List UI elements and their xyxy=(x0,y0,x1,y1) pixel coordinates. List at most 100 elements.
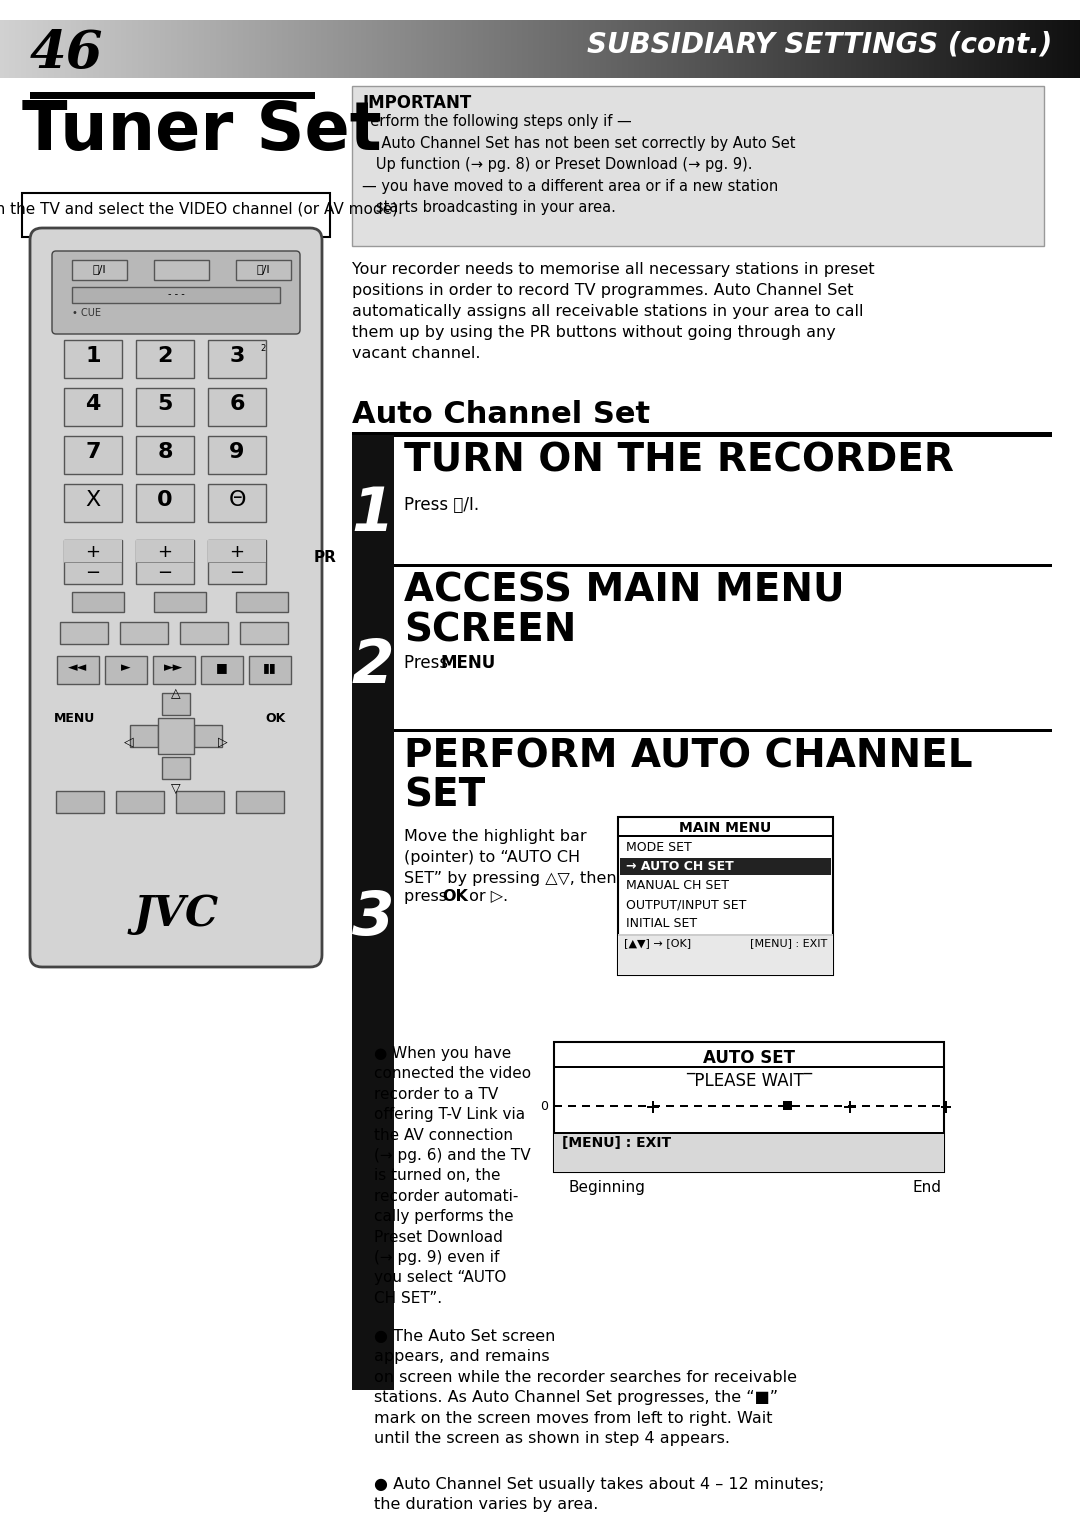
Bar xyxy=(249,656,291,684)
Text: press: press xyxy=(404,890,453,903)
Text: 0: 0 xyxy=(540,1100,548,1112)
Bar xyxy=(194,725,222,748)
Text: [MENU] : EXIT: [MENU] : EXIT xyxy=(562,1135,671,1151)
Text: 2: 2 xyxy=(352,636,394,696)
Bar xyxy=(72,592,124,612)
Text: JVC: JVC xyxy=(134,893,218,935)
Bar xyxy=(136,340,194,378)
Text: End: End xyxy=(913,1180,942,1195)
Text: OK: OK xyxy=(442,890,468,903)
Text: Perform the following steps only if —
— Auto Channel Set has not been set correc: Perform the following steps only if — — … xyxy=(362,114,796,215)
Text: MODE SET: MODE SET xyxy=(626,841,692,855)
Bar xyxy=(792,1105,800,1106)
Bar xyxy=(890,1105,897,1106)
Bar xyxy=(116,790,164,813)
Bar xyxy=(64,388,122,426)
Bar xyxy=(208,388,266,426)
Bar xyxy=(201,656,243,684)
Text: 1: 1 xyxy=(85,346,100,366)
Bar xyxy=(876,1105,885,1106)
Bar xyxy=(136,540,194,584)
Bar xyxy=(783,1100,792,1109)
Bar xyxy=(596,1105,604,1106)
Bar xyxy=(352,729,394,1035)
Bar xyxy=(237,259,291,279)
Text: 3: 3 xyxy=(229,346,245,366)
Text: ▮▮: ▮▮ xyxy=(264,661,276,674)
Bar xyxy=(154,592,206,612)
Bar xyxy=(904,1105,912,1106)
Text: Press: Press xyxy=(404,655,454,671)
Text: INITIAL SET: INITIAL SET xyxy=(626,917,697,929)
Text: 46: 46 xyxy=(30,27,104,79)
Text: → AUTO CH SET: → AUTO CH SET xyxy=(626,861,733,873)
Bar xyxy=(180,623,228,644)
Bar xyxy=(136,388,194,426)
Bar xyxy=(834,1105,842,1106)
Text: [MENU] : EXIT: [MENU] : EXIT xyxy=(750,938,827,948)
Text: −: − xyxy=(85,565,100,581)
Text: ►: ► xyxy=(121,661,131,674)
Bar xyxy=(394,433,1052,436)
Bar xyxy=(352,432,1052,435)
Text: ● The Auto Set screen
appears, and remains
on screen while the recorder searches: ● The Auto Set screen appears, and remai… xyxy=(374,1329,797,1447)
Bar xyxy=(723,1105,730,1106)
Text: • CUE: • CUE xyxy=(72,308,102,317)
Text: Turn on the TV and select the VIDEO channel (or AV mode).: Turn on the TV and select the VIDEO chan… xyxy=(0,201,403,217)
Bar xyxy=(64,484,122,522)
Bar xyxy=(208,484,266,522)
Text: ◁: ◁ xyxy=(124,736,134,748)
Text: [▲▼] → [OK]: [▲▼] → [OK] xyxy=(624,938,691,948)
Bar xyxy=(618,816,833,975)
Bar xyxy=(64,436,122,475)
Bar xyxy=(154,259,210,279)
Bar xyxy=(136,436,194,475)
Text: 3: 3 xyxy=(352,888,394,948)
Text: PERFORM AUTO CHANNEL
SET: PERFORM AUTO CHANNEL SET xyxy=(404,737,973,815)
Bar xyxy=(162,693,190,716)
Bar xyxy=(820,1105,828,1106)
Bar xyxy=(105,656,147,684)
Bar xyxy=(60,623,108,644)
Text: Your recorder needs to memorise all necessary stations in preset
positions in or: Your recorder needs to memorise all nece… xyxy=(352,262,875,362)
Bar xyxy=(624,1105,632,1106)
Text: 2: 2 xyxy=(260,343,266,353)
Text: 0: 0 xyxy=(158,490,173,510)
Text: PR: PR xyxy=(314,549,337,565)
Text: or ▷.: or ▷. xyxy=(464,890,508,903)
Bar xyxy=(918,1105,926,1106)
Bar xyxy=(666,1105,674,1106)
Text: AUTO SET: AUTO SET xyxy=(703,1048,795,1067)
Bar xyxy=(237,592,288,612)
Text: MANUAL CH SET: MANUAL CH SET xyxy=(626,879,729,893)
Bar xyxy=(652,1105,660,1106)
FancyBboxPatch shape xyxy=(52,250,300,334)
Text: .: . xyxy=(486,655,491,671)
Text: 1: 1 xyxy=(352,485,394,545)
Bar xyxy=(176,790,224,813)
Bar xyxy=(708,1105,716,1106)
Bar xyxy=(352,433,394,565)
Text: - - -: - - - xyxy=(167,288,185,299)
Text: ▷: ▷ xyxy=(218,736,228,748)
Text: +: + xyxy=(158,543,173,562)
Bar xyxy=(352,565,394,729)
Text: ►►: ►► xyxy=(164,661,184,674)
Text: 6: 6 xyxy=(229,394,245,414)
Text: ▽: ▽ xyxy=(172,781,180,795)
Text: TURN ON THE RECORDER: TURN ON THE RECORDER xyxy=(404,443,954,481)
Text: △: △ xyxy=(172,687,180,700)
Text: ● When you have
connected the video
recorder to a TV
offering T-V Link via
the A: ● When you have connected the video reco… xyxy=(374,1045,531,1306)
Bar xyxy=(136,484,194,522)
Bar xyxy=(237,790,284,813)
Text: 5: 5 xyxy=(158,394,173,414)
Bar xyxy=(208,436,266,475)
Text: ■: ■ xyxy=(216,661,228,674)
Text: Press ⏻/I.: Press ⏻/I. xyxy=(404,496,480,514)
Bar xyxy=(64,340,122,378)
Bar xyxy=(72,287,280,304)
Bar xyxy=(554,1042,944,1172)
Text: −: − xyxy=(229,565,244,581)
Bar xyxy=(647,1106,659,1108)
Bar xyxy=(554,1105,562,1106)
